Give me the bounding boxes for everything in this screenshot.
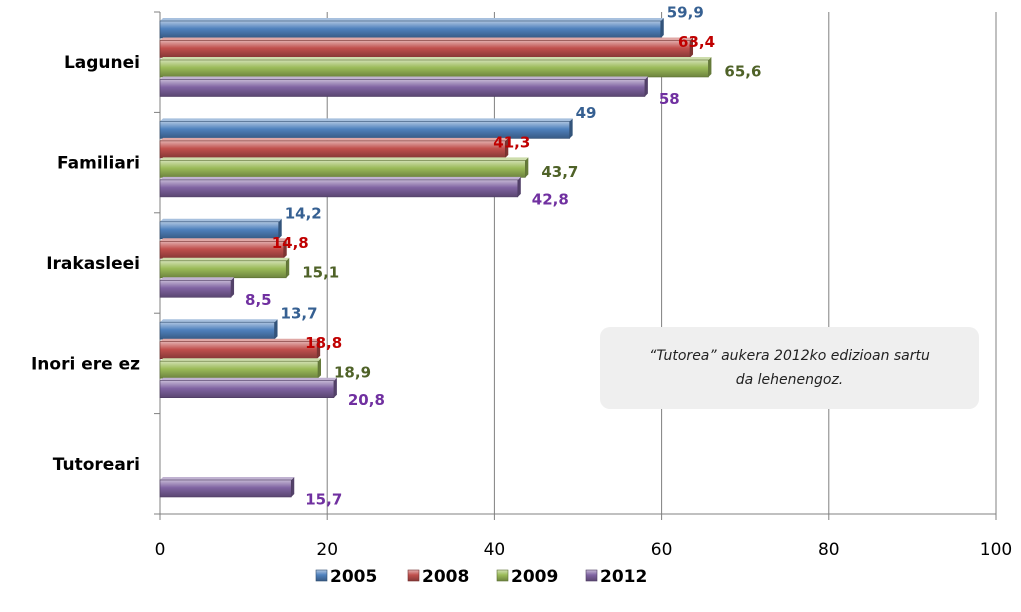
bar-top-2008: [160, 338, 321, 342]
data-label-2005: 13,7: [281, 305, 318, 323]
legend-label-2009: 2009: [511, 567, 558, 587]
data-label-2005: 49: [576, 104, 597, 122]
bar-top-2012: [160, 477, 295, 480]
bar-side-2005: [274, 319, 278, 340]
bar-2005: [159, 221, 280, 240]
bar-top-2009: [160, 157, 529, 161]
bar-side-2012: [231, 277, 235, 298]
data-label-2012: 8,5: [245, 291, 272, 309]
category-label: Inori ere ez: [31, 354, 140, 374]
data-label-2012: 58: [659, 90, 680, 108]
data-label-2012: 20,8: [348, 391, 385, 409]
data-label-2009: 65,6: [724, 63, 761, 81]
bar-side-2009: [708, 57, 712, 77]
data-labels: 59,9 63,4 65,6 58 49 41,3 43,7 42,8 14,2 14,8 15,1…: [245, 4, 761, 509]
bar-side-2009: [525, 157, 529, 178]
bar-top-2005: [160, 319, 278, 323]
bar-top-2005: [160, 118, 573, 122]
x-tick-label-60: 60: [651, 540, 673, 560]
bar-2008: [159, 140, 506, 159]
bar-side-2008: [505, 137, 509, 158]
bar-top-2005: [160, 18, 664, 21]
bar-top-2008: [160, 137, 509, 141]
legend-swatch-2005: [315, 569, 328, 582]
x-tick-label-40: 40: [484, 540, 506, 560]
data-label-2005: 14,2: [285, 204, 322, 222]
bar-top-2012: [160, 377, 337, 381]
annotation-line-2: da lehenengoz.: [735, 372, 844, 388]
bar-2005: [159, 20, 662, 39]
data-label-2005: 59,9: [667, 4, 704, 22]
bar-2008: [159, 40, 691, 58]
bar-top-2012: [160, 76, 648, 80]
data-label-2009: 18,9: [334, 364, 371, 382]
bar-side-2008: [317, 338, 321, 359]
bar-side-2009: [318, 358, 322, 379]
legend-swatch-2012: [585, 569, 598, 582]
bar-side-2008: [690, 37, 694, 58]
x-tick-label-0: 0: [155, 540, 166, 560]
data-label-2008: 18,8: [305, 334, 342, 352]
legend-label-2008: 2008: [422, 567, 469, 587]
bar-2008: [159, 241, 285, 259]
bar-top-2008: [160, 238, 287, 242]
legend-label-2012: 2012: [600, 567, 647, 587]
bar-2009: [159, 160, 526, 178]
x-tick-label-80: 80: [818, 540, 840, 560]
bar-side-2012: [291, 477, 295, 497]
bar-2012: [159, 380, 335, 399]
data-label-2009: 15,1: [302, 263, 339, 281]
bar-2005: [159, 321, 275, 340]
bar-2012: [159, 179, 519, 198]
bar-2012: [159, 279, 232, 298]
bar-side-2008: [283, 238, 287, 259]
data-label-2008: 63,4: [678, 33, 715, 51]
data-label-2009: 43,7: [541, 163, 578, 181]
bar-top-2009: [160, 57, 712, 60]
bar-top-2012: [160, 277, 235, 281]
category-label: Lagunei: [64, 53, 140, 73]
bar-side-2012: [517, 176, 521, 197]
data-label-2008: 14,8: [272, 234, 309, 252]
x-tick-label-20: 20: [316, 540, 338, 560]
category-label: Familiari: [57, 154, 140, 174]
bar-top-2012: [160, 176, 521, 180]
bar-2008: [159, 341, 318, 360]
bar-top-2008: [160, 37, 694, 41]
category-label: Irakasleei: [46, 254, 140, 274]
category-label: Tutoreari: [53, 455, 140, 475]
bar-2009: [159, 59, 709, 78]
bar-2012: [159, 479, 292, 498]
bar-2009: [159, 260, 287, 279]
bar-top-2009: [160, 358, 322, 362]
legend: 2005 2008 2009 2012: [315, 567, 647, 587]
bar-side-2012: [644, 76, 648, 97]
bar-2012: [159, 79, 646, 97]
legend-swatch-2009: [496, 569, 509, 582]
data-label-2012: 42,8: [532, 190, 569, 208]
bar-side-2005: [569, 118, 573, 139]
annotation-note: “Tutorea” aukera 2012ko edizioan sartu d…: [600, 327, 979, 409]
bar-top-2009: [160, 257, 290, 261]
data-label-2012: 15,7: [305, 491, 342, 509]
annotation-line-1: “Tutorea” aukera 2012ko edizioan sartu: [649, 348, 930, 364]
x-tick-label-100: 100: [980, 540, 1012, 560]
bar-side-2005: [278, 218, 282, 239]
bars: [159, 18, 712, 498]
bar-top-2005: [160, 218, 282, 222]
bar-side-2012: [333, 377, 337, 398]
data-label-2008: 41,3: [493, 133, 530, 151]
bar-2009: [159, 360, 319, 379]
legend-swatch-2008: [407, 569, 420, 582]
legend-label-2005: 2005: [330, 567, 377, 587]
bar-side-2009: [286, 257, 290, 278]
bar-side-2005: [660, 18, 664, 38]
